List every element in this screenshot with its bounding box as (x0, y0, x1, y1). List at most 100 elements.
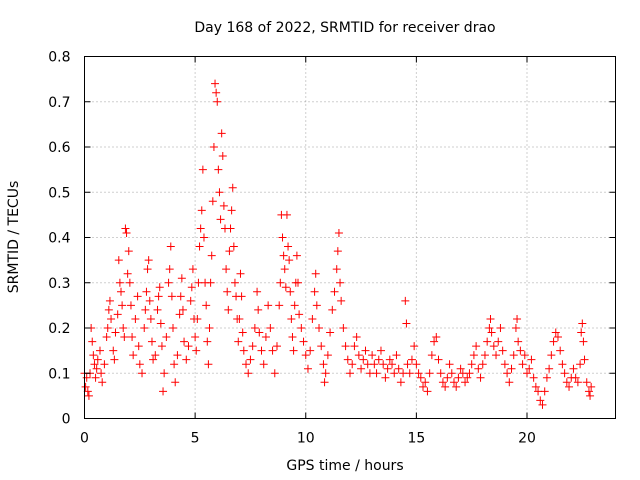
data-point (229, 242, 238, 251)
data-point (299, 337, 308, 346)
chart-title: Day 168 of 2022, SRMTID for receiver dra… (194, 20, 495, 36)
data-point (147, 337, 156, 346)
data-point (187, 283, 196, 292)
data-point (379, 360, 388, 369)
data-point (576, 360, 585, 369)
data-point (230, 278, 239, 287)
data-point (587, 382, 596, 391)
data-point (196, 224, 205, 233)
data-point (368, 351, 377, 360)
data-point (531, 382, 540, 391)
data-point (480, 351, 489, 360)
data-point (434, 355, 443, 364)
data-point (467, 360, 476, 369)
data-point (100, 360, 109, 369)
data-point (486, 314, 495, 323)
data-point (234, 337, 243, 346)
data-point (321, 369, 330, 378)
data-point (216, 215, 225, 224)
data-point (82, 373, 91, 382)
data-point (303, 364, 312, 373)
data-point (445, 360, 454, 369)
data-point (337, 296, 346, 305)
data-point (199, 233, 208, 242)
data-point (328, 305, 337, 314)
data-point (226, 224, 235, 233)
data-point (145, 296, 154, 305)
data-point (209, 143, 218, 151)
axis-ticks (84, 56, 616, 419)
data-point (319, 360, 328, 369)
data-point (255, 328, 264, 337)
data-point (276, 278, 285, 287)
data-point (496, 324, 505, 332)
data-point (332, 265, 341, 274)
data-point (272, 342, 281, 351)
data-point (549, 337, 558, 346)
data-point (401, 296, 410, 305)
data-point (478, 360, 487, 369)
data-point (513, 314, 522, 323)
data-point (461, 378, 470, 387)
data-point (354, 351, 363, 360)
data-point (208, 197, 217, 206)
data-point (280, 265, 289, 274)
y-tick-label: 0.7 (48, 95, 70, 111)
data-point (162, 333, 171, 342)
data-point (569, 364, 578, 373)
data-point (560, 369, 569, 378)
data-point (173, 351, 182, 360)
data-point (118, 301, 127, 310)
data-point (219, 201, 228, 210)
x-tick-label: 5 (191, 431, 200, 447)
data-point (133, 292, 142, 301)
data-point (289, 346, 298, 355)
data-point (167, 292, 176, 301)
data-point (372, 369, 381, 378)
data-point (98, 378, 107, 387)
data-point (254, 305, 263, 314)
data-point (188, 265, 197, 274)
data-point (492, 351, 501, 360)
data-point (498, 346, 507, 355)
data-point (223, 287, 232, 296)
data-point (540, 387, 549, 396)
data-point (90, 360, 99, 369)
data-point (511, 324, 520, 332)
data-point (577, 328, 586, 337)
data-point (154, 292, 163, 301)
data-point (165, 265, 174, 274)
data-point (419, 382, 428, 391)
x-axis-tick-labels: 0 5 10 15 20 (80, 431, 536, 447)
data-point (266, 324, 275, 332)
data-point (129, 351, 138, 360)
data-point (126, 301, 135, 310)
data-point (485, 324, 494, 332)
data-point (452, 382, 461, 391)
data-point (405, 369, 414, 378)
data-point (177, 274, 186, 283)
x-axis-label: GPS time / hours (286, 458, 403, 474)
data-point (281, 283, 290, 292)
y-tick-label: 0.6 (48, 140, 70, 156)
y-tick-label: 0.2 (48, 321, 70, 337)
data-point (244, 369, 253, 378)
data-point (119, 324, 128, 332)
x-tick-label: 15 (407, 431, 425, 447)
data-point (236, 269, 245, 278)
data-point (198, 165, 207, 174)
data-point (257, 346, 266, 355)
data-point (103, 324, 112, 332)
data-point (128, 333, 137, 342)
data-point (326, 328, 335, 337)
data-point (157, 342, 166, 351)
y-tick-label: 0.3 (48, 276, 70, 292)
data-points (80, 79, 596, 409)
data-point (341, 342, 350, 351)
data-point (115, 278, 124, 287)
data-point (97, 369, 106, 378)
data-point (556, 346, 565, 355)
data-point (294, 278, 303, 287)
data-point (222, 265, 231, 274)
